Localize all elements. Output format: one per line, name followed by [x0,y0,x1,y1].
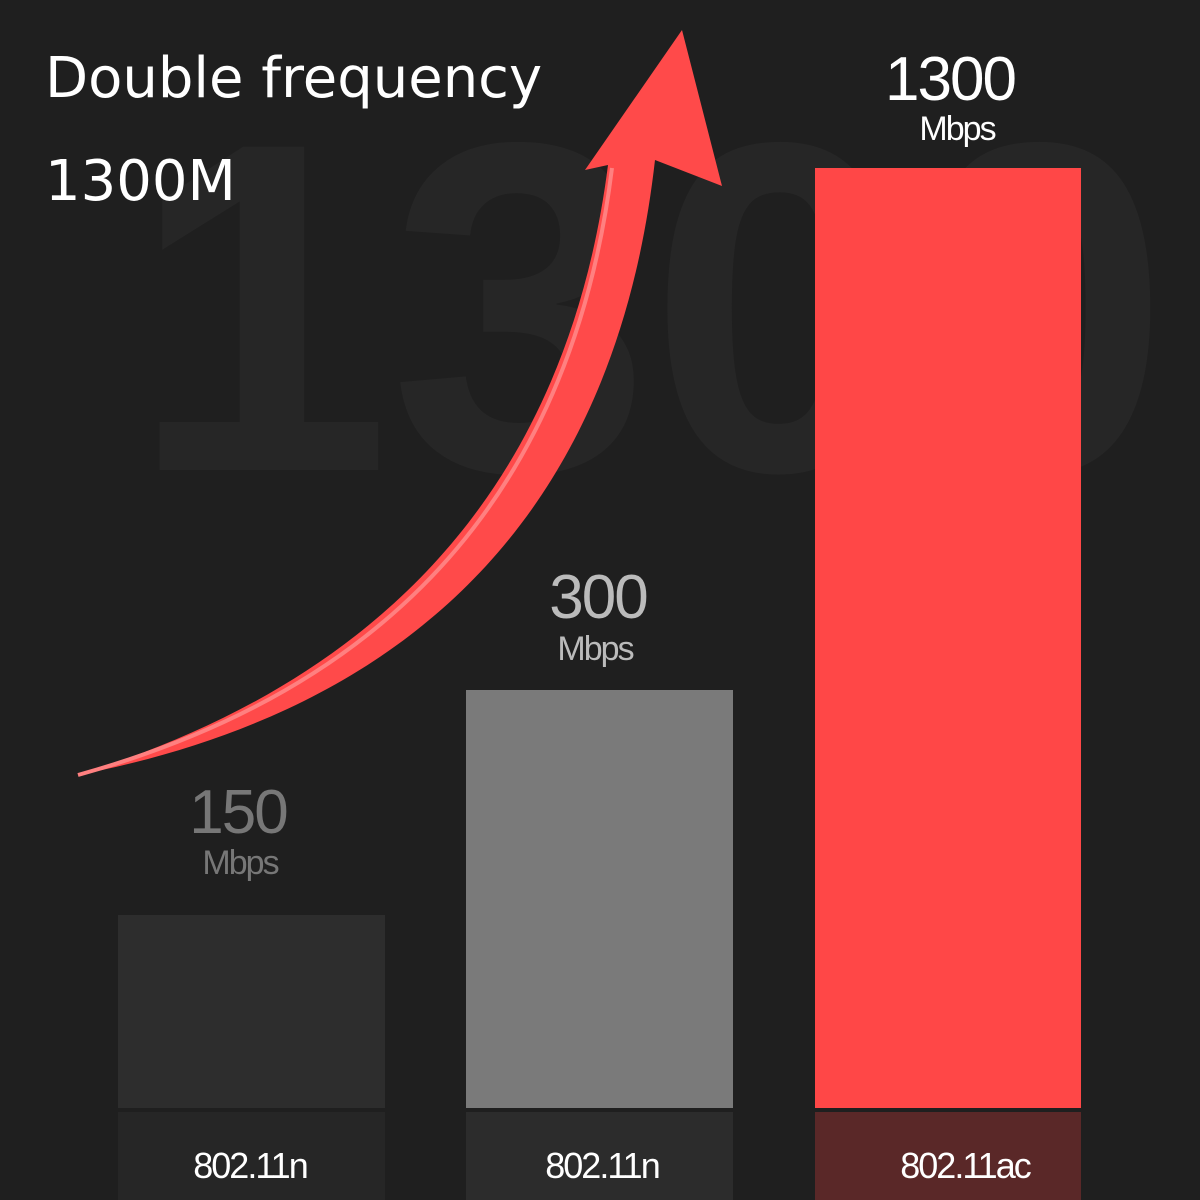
label-strip [466,1112,733,1200]
bar-value: 300 [549,563,647,632]
bar-unit: Mbps [557,630,633,668]
title: Double frequency [45,46,542,111]
growth-arrow [78,30,722,775]
bar-unit: Mbps [919,110,995,148]
bar-label: 802.11ac [900,1145,1031,1186]
label-strip [815,1112,1081,1200]
bar [815,168,1081,1108]
bar-label: 802.11n [193,1145,306,1186]
bar-value: 150 [189,778,287,847]
bar-value: 1300 [885,45,1015,114]
arrow-highlight [77,167,614,777]
subtitle: 1300M [45,149,236,214]
label-strip [118,1112,385,1200]
bar-unit: Mbps [202,844,278,882]
bar-label: 802.11n [545,1145,658,1186]
bar [118,915,385,1108]
bar [466,690,733,1108]
